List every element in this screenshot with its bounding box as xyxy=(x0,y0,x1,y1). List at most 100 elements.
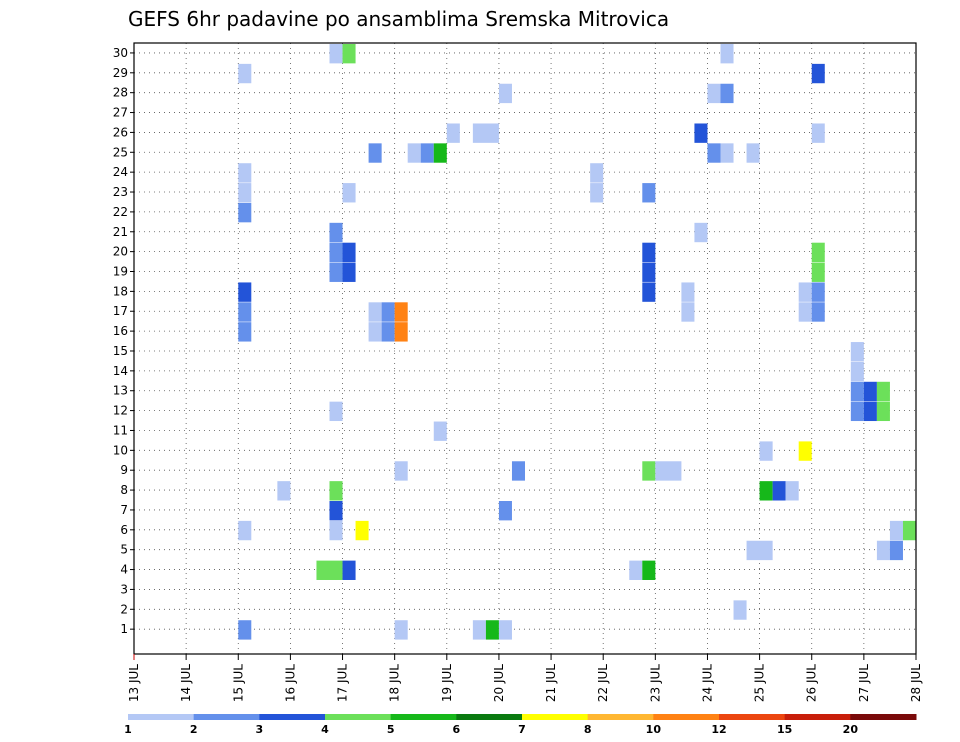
legend-swatch xyxy=(522,714,589,720)
x-tick-label: 26 JUL xyxy=(805,664,819,702)
precip-cell xyxy=(720,44,734,64)
precip-cell xyxy=(368,302,382,322)
y-tick-label: 30 xyxy=(113,46,128,60)
x-tick-label: 24 JUL xyxy=(700,664,714,702)
precip-cell xyxy=(498,501,512,521)
x-tick-label: 15 JUL xyxy=(231,664,245,702)
x-tick-label: 18 JUL xyxy=(388,664,402,702)
precip-cell xyxy=(342,262,356,282)
legend-label: 4 xyxy=(321,723,329,736)
y-tick-label: 9 xyxy=(120,463,128,477)
precip-cell xyxy=(642,282,656,302)
legend-label: 10 xyxy=(646,723,662,736)
x-tick-label: 28 JUL xyxy=(909,664,923,702)
y-tick-label: 8 xyxy=(120,483,128,497)
precip-cell xyxy=(472,620,486,640)
y-tick-label: 16 xyxy=(113,324,128,338)
precip-cell xyxy=(368,143,382,163)
y-tick-label: 24 xyxy=(113,165,128,179)
x-tick-label: 16 JUL xyxy=(283,664,297,702)
precip-cell xyxy=(876,401,890,422)
y-tick-label: 11 xyxy=(113,423,128,437)
precip-cell xyxy=(238,322,252,342)
precip-cell xyxy=(655,461,682,481)
x-tick-label: 25 JUL xyxy=(753,664,767,702)
precip-cell xyxy=(681,302,695,322)
y-tick-label: 1 xyxy=(120,622,128,636)
precip-cell xyxy=(446,123,460,143)
precip-cell xyxy=(811,123,825,143)
precip-cell xyxy=(485,620,499,640)
y-tick-label: 22 xyxy=(113,205,128,219)
precip-cell xyxy=(277,481,291,501)
precip-cell xyxy=(720,83,734,104)
precip-cell xyxy=(498,620,512,640)
x-tick-label: 14 JUL xyxy=(179,664,193,702)
precip-cell xyxy=(811,242,825,263)
precip-cell xyxy=(850,342,864,362)
precip-cell xyxy=(420,143,434,163)
precip-cell xyxy=(811,63,825,84)
precip-cell xyxy=(433,421,447,441)
precip-cell xyxy=(746,143,760,163)
legend-swatch xyxy=(719,714,786,720)
precip-cell xyxy=(707,143,721,163)
precip-cell xyxy=(785,481,799,501)
precip-cell xyxy=(238,163,252,183)
y-tick-label: 21 xyxy=(113,225,128,239)
plot-frame xyxy=(133,42,917,655)
precip-cell xyxy=(772,481,786,501)
precip-cell xyxy=(329,222,343,243)
precip-cell xyxy=(798,302,812,322)
legend-swatch xyxy=(784,714,851,720)
precip-cell xyxy=(889,540,903,561)
legend-label: 8 xyxy=(584,723,592,736)
precip-cell xyxy=(720,143,734,163)
y-tick-label: 12 xyxy=(113,404,128,418)
precip-cell xyxy=(694,123,708,143)
x-tick-label: 23 JUL xyxy=(648,664,662,702)
precip-cell xyxy=(876,381,890,402)
precip-cell xyxy=(238,202,252,223)
precip-cell xyxy=(316,560,343,580)
legend-label: 7 xyxy=(518,723,526,736)
precip-cell xyxy=(642,461,656,481)
precip-cell xyxy=(329,481,343,501)
precip-cell xyxy=(381,302,395,322)
precip-cell xyxy=(368,322,382,342)
y-tick-label: 3 xyxy=(120,582,128,596)
precip-cell xyxy=(850,381,864,402)
precip-cell xyxy=(238,183,252,203)
precip-cell xyxy=(642,183,656,203)
precip-cell xyxy=(798,282,812,302)
precip-cell xyxy=(811,282,825,302)
precip-cell xyxy=(342,44,356,64)
legend-swatch xyxy=(456,714,523,720)
precip-cell xyxy=(238,282,252,302)
legend-label: 2 xyxy=(190,723,198,736)
y-tick-label: 2 xyxy=(120,602,128,616)
precip-cell xyxy=(238,302,252,322)
y-tick-label: 23 xyxy=(113,185,128,199)
precip-cell xyxy=(876,540,890,561)
precip-cell xyxy=(850,361,864,382)
legend-swatch xyxy=(193,714,260,720)
precip-cell xyxy=(342,242,356,263)
precip-cell xyxy=(472,123,499,143)
grid-lines xyxy=(134,43,916,654)
legend-swatch xyxy=(325,714,392,720)
precip-cell xyxy=(329,520,343,541)
legend-swatch xyxy=(850,714,917,720)
precip-cell xyxy=(498,83,512,104)
y-axis-ticks: 1234567891011121314151617181920212223242… xyxy=(113,46,134,636)
precip-cell xyxy=(850,401,864,422)
y-tick-label: 29 xyxy=(113,66,128,80)
data-cells xyxy=(238,44,916,640)
legend-label: 15 xyxy=(777,723,792,736)
precip-cell xyxy=(798,441,812,461)
y-tick-label: 6 xyxy=(120,523,128,537)
precip-cell xyxy=(811,262,825,282)
y-tick-label: 28 xyxy=(113,86,128,100)
precip-cell xyxy=(329,262,343,282)
